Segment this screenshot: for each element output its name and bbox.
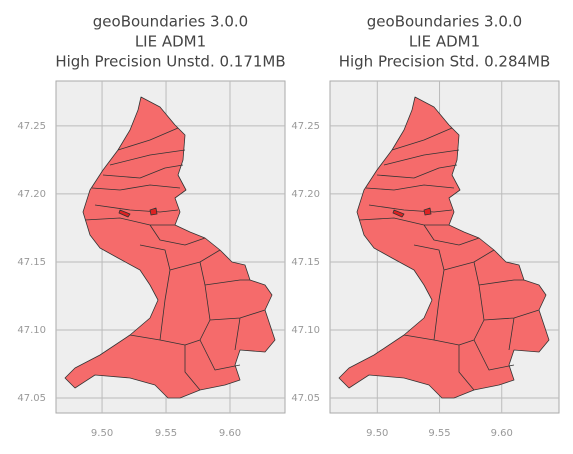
y-tick-label: 47.10 bbox=[291, 325, 320, 336]
x-tick-label: 9.50 bbox=[366, 428, 388, 439]
x-tick-label: 9.55 bbox=[428, 428, 450, 439]
panel-title: LIE ADM1 bbox=[135, 33, 206, 51]
y-tick-label: 47.25 bbox=[17, 121, 46, 132]
y-tick-label: 47.25 bbox=[291, 121, 320, 132]
x-tick-label: 9.50 bbox=[91, 428, 113, 439]
y-tick-label: 47.10 bbox=[17, 325, 46, 336]
x-tick-label: 9.60 bbox=[219, 428, 241, 439]
y-tick-label: 47.05 bbox=[291, 393, 320, 404]
y-tick-label: 47.15 bbox=[291, 257, 320, 268]
y-tick-label: 47.05 bbox=[17, 393, 46, 404]
y-tick-label: 47.15 bbox=[17, 257, 46, 268]
y-tick-label: 47.20 bbox=[291, 189, 320, 200]
panel-title: LIE ADM1 bbox=[409, 33, 480, 51]
panel-title: geoBoundaries 3.0.0 bbox=[93, 13, 248, 31]
x-tick-label: 9.55 bbox=[155, 428, 177, 439]
panel-title: High Precision Unstd. 0.171MB bbox=[55, 53, 285, 71]
panel-title: geoBoundaries 3.0.0 bbox=[367, 13, 522, 31]
panel-title: High Precision Std. 0.284MB bbox=[339, 53, 551, 71]
y-tick-label: 47.20 bbox=[17, 189, 46, 200]
x-tick-label: 9.60 bbox=[491, 428, 513, 439]
